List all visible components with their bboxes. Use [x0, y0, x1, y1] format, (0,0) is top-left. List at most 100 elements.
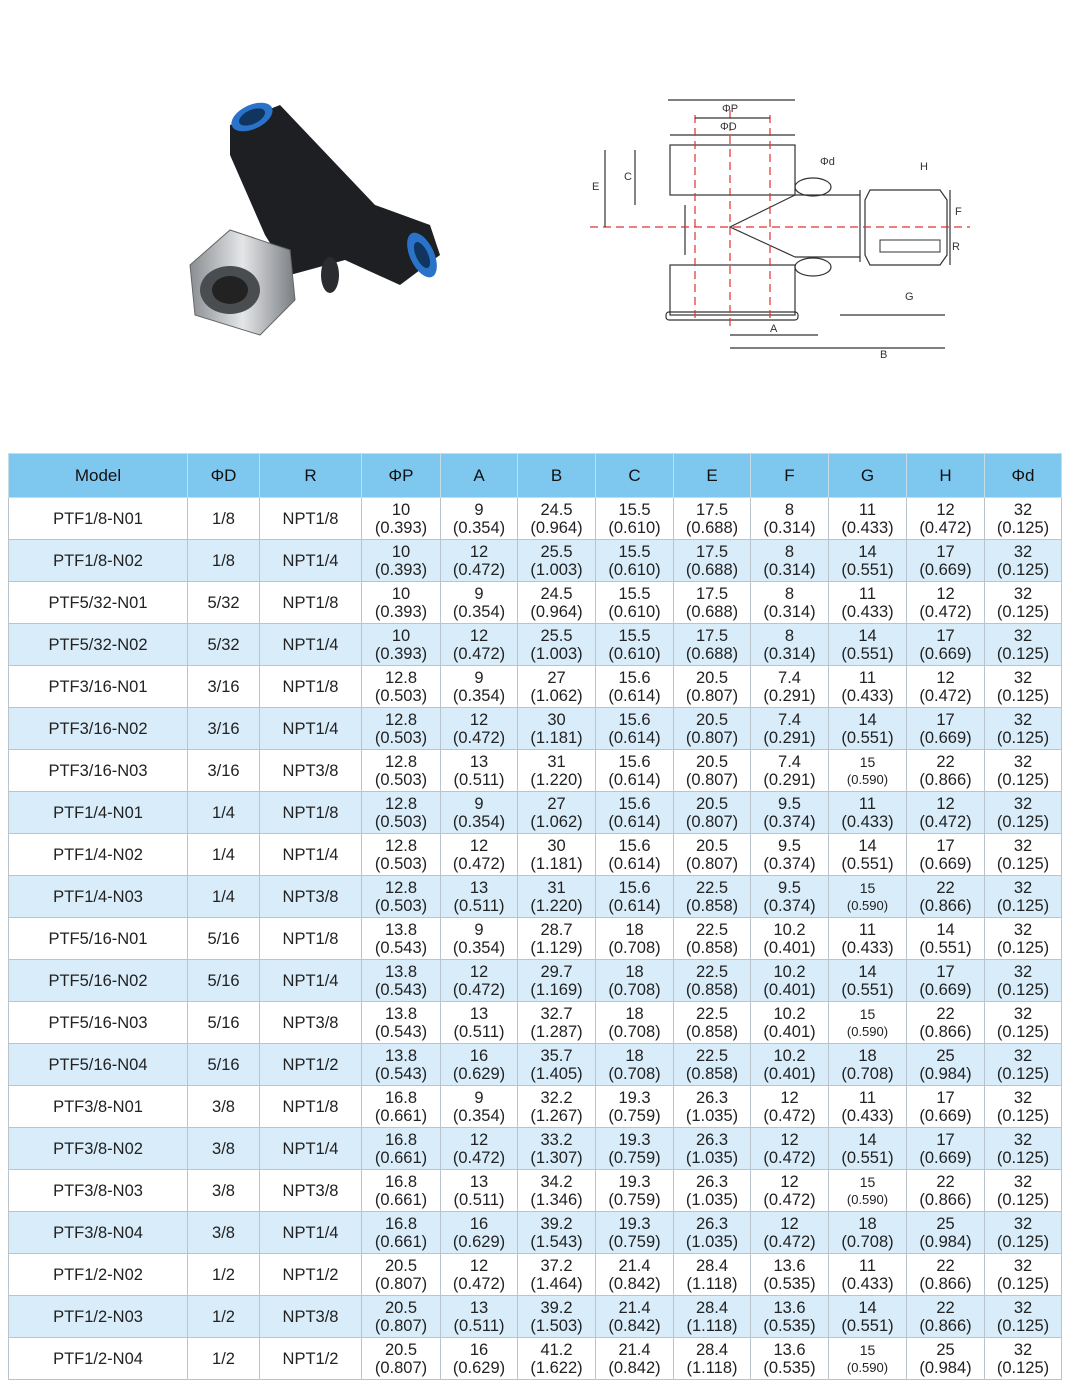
model-cell: PTF1/2-N04: [8, 1337, 188, 1380]
table-row: PTF1/2-N04 1/2 NPT1/2 20.5 (0.807) 16 (0.629) 4…: [8, 1337, 1062, 1380]
value-mm: 17.5: [695, 542, 729, 561]
dimension-cell: 18 (0.708): [828, 1211, 907, 1254]
value-inch: (0.472): [452, 854, 506, 873]
value-mm: 14: [858, 542, 877, 561]
value-mm: 15.6: [618, 668, 651, 687]
table-row: PTF3/16-N02 3/16 NPT1/4 12.8 (0.503) 12 (0.472…: [8, 707, 1062, 750]
value-inch: (0.125): [996, 770, 1050, 789]
dimension-cell: 11 (0.433): [828, 497, 907, 540]
thread-cell: NPT1/4: [259, 1211, 362, 1254]
dimension-cell: 19.3 (0.759): [595, 1169, 674, 1212]
dimension-cell: 12 (0.472): [906, 497, 985, 540]
tube-od-cell: 1/2: [187, 1253, 260, 1296]
dimension-cell: 31 (1.220): [517, 875, 596, 918]
dimension-cell: 30 (1.181): [517, 833, 596, 876]
dimension-cell: 22 (0.866): [906, 875, 985, 918]
dimension-cell: 32 (0.125): [984, 1211, 1062, 1254]
dimension-cell: 17.5 (0.688): [673, 581, 751, 624]
value-mm: 32: [1013, 1046, 1033, 1065]
value-inch: (1.118): [686, 1274, 738, 1293]
value-mm: 15.6: [618, 878, 651, 897]
value-mm: 10: [391, 584, 411, 603]
value-inch: (0.472): [919, 602, 972, 621]
value-mm: 10.2: [773, 920, 806, 939]
label-b: B: [880, 349, 887, 360]
dimension-cell: 9 (0.354): [440, 1085, 518, 1128]
value-inch: (0.401): [763, 1064, 816, 1083]
tube-od-cell: 1/2: [187, 1337, 260, 1380]
value-mm: 22.5: [695, 962, 729, 981]
value-mm: 17: [936, 710, 955, 729]
value-mm: 14: [858, 1130, 877, 1149]
dimension-cell: 9.5 (0.374): [750, 833, 829, 876]
value-inch: (0.393): [374, 602, 428, 621]
value-inch: (0.401): [763, 980, 816, 999]
value-mm: 26.3: [695, 1130, 729, 1149]
value-mm: 20.5: [384, 1298, 418, 1317]
value-mm: 24.5: [540, 500, 573, 519]
table-row: PTF5/32-N02 5/32 NPT1/4 10 (0.393) 12 (0.472) 2…: [8, 623, 1062, 666]
dimension-cell: 41.2 (1.622): [517, 1337, 596, 1380]
value-mm: 18: [625, 920, 644, 939]
table-row: PTF3/8-N01 3/8 NPT1/8 16.8 (0.661) 9 (0.354) 32…: [8, 1085, 1062, 1128]
model-cell: PTF5/32-N02: [8, 623, 188, 666]
value-mm: 20.5: [695, 710, 729, 729]
value-inch: (0.590): [846, 1023, 889, 1039]
table-row: PTF5/32-N01 5/32 NPT1/8 10 (0.393) 9 (0.354) 24…: [8, 581, 1062, 624]
value-inch: (0.472): [452, 728, 506, 747]
value-inch: (0.543): [374, 980, 428, 999]
value-mm: 21.4: [618, 1298, 651, 1317]
dimension-cell: 17.5 (0.688): [673, 539, 751, 582]
value-inch: (0.543): [374, 1064, 428, 1083]
hex-nut: [189, 229, 296, 336]
value-inch: (0.125): [996, 686, 1050, 705]
value-mm: 12.8: [384, 836, 418, 855]
model-cell: PTF1/8-N02: [8, 539, 188, 582]
dimension-cell: 32.7 (1.287): [517, 1001, 596, 1044]
value-mm: 25: [936, 1046, 955, 1065]
dimension-cell: 24.5 (0.964): [517, 497, 596, 540]
dimension-cell: 16.8 (0.661): [361, 1211, 441, 1254]
table-row: PTF3/8-N03 3/8 NPT3/8 16.8 (0.661) 13 (0.511) 3…: [8, 1169, 1062, 1212]
value-inch: (0.807): [374, 1358, 428, 1377]
dimension-cell: 9 (0.354): [440, 581, 518, 624]
value-inch: (0.374): [763, 812, 816, 831]
dimension-cell: 14 (0.551): [828, 707, 907, 750]
value-inch: (1.346): [530, 1190, 583, 1209]
dimension-cell: 20.5 (0.807): [673, 707, 751, 750]
dimension-cell: 11 (0.433): [828, 791, 907, 834]
table-row: PTF5/16-N02 5/16 NPT1/4 13.8 (0.543) 12 (0.472…: [8, 959, 1062, 1002]
value-mm: 15: [859, 1005, 876, 1022]
value-mm: 7.4: [778, 668, 801, 687]
label-h: H: [920, 161, 928, 173]
value-inch: (0.842): [608, 1358, 661, 1377]
dimension-cell: 27 (1.062): [517, 665, 596, 708]
dimension-cell: 14 (0.551): [906, 917, 985, 960]
column-header: ΦP: [361, 453, 441, 498]
dimension-cell: 28.4 (1.118): [673, 1337, 751, 1380]
thread-cell: NPT3/8: [259, 1001, 362, 1044]
dimension-cell: 32 (0.125): [984, 1127, 1062, 1170]
dimension-cell: 13 (0.511): [440, 1169, 518, 1212]
value-inch: (0.842): [608, 1274, 661, 1293]
value-inch: (0.125): [996, 518, 1050, 537]
dimension-cell: 14 (0.551): [828, 623, 907, 666]
value-mm: 32: [1013, 1088, 1033, 1107]
dimension-cell: 26.3 (1.035): [673, 1169, 751, 1212]
value-inch: (0.708): [608, 1022, 661, 1041]
value-mm: 9: [474, 500, 484, 519]
value-inch: (0.472): [452, 1148, 506, 1167]
value-inch: (0.433): [841, 518, 894, 537]
dimension-cell: 14 (0.551): [828, 1127, 907, 1170]
value-mm: 18: [625, 1004, 644, 1023]
value-inch: (0.708): [608, 938, 661, 957]
value-inch: (0.354): [452, 938, 506, 957]
value-mm: 31: [547, 878, 566, 897]
value-inch: (0.433): [841, 602, 894, 621]
dimension-cell: 32 (0.125): [984, 833, 1062, 876]
dimension-cell: 32 (0.125): [984, 665, 1062, 708]
dimension-cell: 15.6 (0.614): [595, 749, 674, 792]
value-inch: (0.669): [919, 560, 972, 579]
label-a: A: [770, 323, 778, 335]
dimension-cell: 25 (0.984): [906, 1211, 985, 1254]
